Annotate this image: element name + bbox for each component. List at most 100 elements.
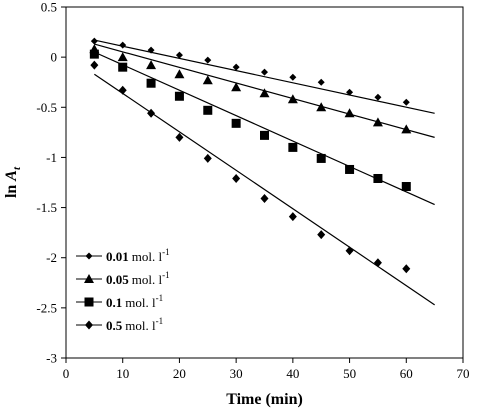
legend-unit-exp: -1 [156, 293, 164, 303]
data-point-series-0 [232, 63, 240, 71]
data-point-series-2 [146, 78, 156, 88]
legend-conc: 0.5 [106, 318, 123, 333]
legend-item: 0.1 mol. l-1 [76, 293, 163, 310]
legend-conc: 0.05 [106, 272, 129, 287]
x-tick-label: 40 [286, 366, 299, 381]
y-tick-label: -1.5 [36, 200, 57, 215]
data-point-series-2 [288, 142, 298, 152]
x-tick-label: 0 [63, 366, 70, 381]
data-point-series-3 [175, 132, 184, 142]
data-point-series-0 [204, 56, 212, 64]
legend-item: 0.05 mol. l-1 [76, 270, 170, 287]
legend-marker [84, 297, 94, 307]
data-point-series-2 [345, 164, 355, 174]
data-point-series-1 [287, 94, 298, 104]
y-tick-label: 0.5 [41, 0, 57, 15]
data-point-series-1 [117, 52, 128, 62]
data-point-series-0 [317, 78, 325, 86]
data-point-series-2 [316, 153, 326, 163]
legend-marker [85, 252, 93, 260]
legend-item: 0.5 mol. l-1 [76, 316, 163, 333]
data-point-series-1 [202, 75, 213, 85]
legend-item: 0.01 mol. l-1 [76, 247, 170, 264]
legend: 0.01 mol. l-10.05 mol. l-10.1 mol. l-10.5 mo… [76, 247, 170, 333]
data-point-series-2 [118, 62, 128, 72]
y-tick-label: 0 [51, 50, 58, 65]
data-point-series-1 [372, 117, 383, 127]
data-point-series-2 [401, 182, 411, 192]
x-tick-label: 30 [230, 366, 243, 381]
y-axis-title-sub: t [11, 166, 23, 170]
data-point-series-3 [345, 246, 354, 256]
x-tick-label: 20 [173, 366, 186, 381]
legend-label: 0.01 mol. l-1 [106, 247, 170, 264]
data-point-series-3 [118, 85, 127, 95]
legend-unit: mol. l [132, 249, 163, 264]
data-point-series-3 [260, 194, 269, 204]
data-point-series-1 [344, 108, 355, 118]
y-tick-label: -1 [46, 150, 57, 165]
y-axis-title: ln At [3, 166, 23, 198]
data-point-series-0 [175, 51, 183, 59]
data-point-series-0 [374, 93, 382, 101]
x-tick-label: 60 [400, 366, 413, 381]
legend-conc: 0.01 [106, 249, 129, 264]
data-point-series-0 [119, 41, 127, 49]
legend-unit: mol. l [125, 295, 156, 310]
data-point-series-1 [259, 88, 270, 98]
data-point-series-3 [147, 108, 156, 118]
data-point-series-3 [203, 153, 212, 163]
data-point-series-2 [89, 49, 99, 59]
y-tick-label: -3 [46, 351, 57, 366]
legend-unit: mol. l [132, 272, 163, 287]
data-point-series-1 [146, 60, 157, 70]
data-points [89, 37, 412, 274]
data-point-series-3 [90, 60, 99, 70]
data-point-series-3 [288, 212, 297, 222]
y-axis-title-main: ln [3, 181, 20, 198]
fit-line-series-3 [94, 73, 435, 306]
data-point-series-3 [373, 258, 382, 268]
data-point-series-0 [402, 98, 410, 106]
data-point-series-2 [231, 118, 241, 128]
fit-lines [94, 39, 435, 306]
y-tick-label: -2 [46, 250, 57, 265]
y-tick-label: -2.5 [36, 300, 57, 315]
legend-unit-exp: -1 [162, 247, 170, 257]
data-point-series-2 [373, 173, 383, 183]
data-point-series-2 [203, 105, 213, 115]
legend-label: 0.5 mol. l-1 [106, 316, 163, 333]
legend-label: 0.05 mol. l-1 [106, 270, 170, 287]
legend-marker [85, 320, 93, 330]
legend-unit-exp: -1 [156, 316, 164, 326]
data-point-series-0 [346, 88, 354, 96]
plot-frame [65, 6, 464, 359]
data-point-series-3 [402, 264, 411, 274]
data-point-series-2 [174, 91, 184, 101]
legend-unit-exp: -1 [162, 270, 170, 280]
data-point-series-1 [401, 124, 412, 134]
data-point-series-0 [90, 37, 98, 45]
x-tick-label: 70 [457, 366, 470, 381]
data-point-series-0 [289, 73, 297, 81]
fit-line-series-0 [94, 39, 435, 114]
data-point-series-2 [260, 130, 269, 140]
axes: 0 10 20 30 40 50 60 70 0.5 0 -0.5 -1 -1.5 -2 -2.5 -3 Tim… [3, 0, 470, 408]
x-tick-label: 10 [116, 366, 129, 381]
data-point-series-3 [317, 230, 326, 240]
data-point-series-0 [147, 46, 155, 54]
data-point-series-1 [174, 69, 185, 79]
x-tick-label: 50 [343, 366, 356, 381]
legend-marker [84, 274, 94, 283]
legend-conc: 0.1 [106, 295, 122, 310]
y-tick-label: -0.5 [36, 100, 57, 115]
y-axis-title-var: A [3, 170, 20, 182]
legend-unit: mol. l [125, 318, 156, 333]
data-point-series-3 [232, 173, 241, 183]
x-axis-title: Time (min) [226, 391, 303, 408]
data-point-series-1 [316, 102, 327, 112]
data-point-series-1 [231, 82, 242, 92]
data-point-series-0 [261, 68, 268, 76]
legend-label: 0.1 mol. l-1 [106, 293, 163, 310]
